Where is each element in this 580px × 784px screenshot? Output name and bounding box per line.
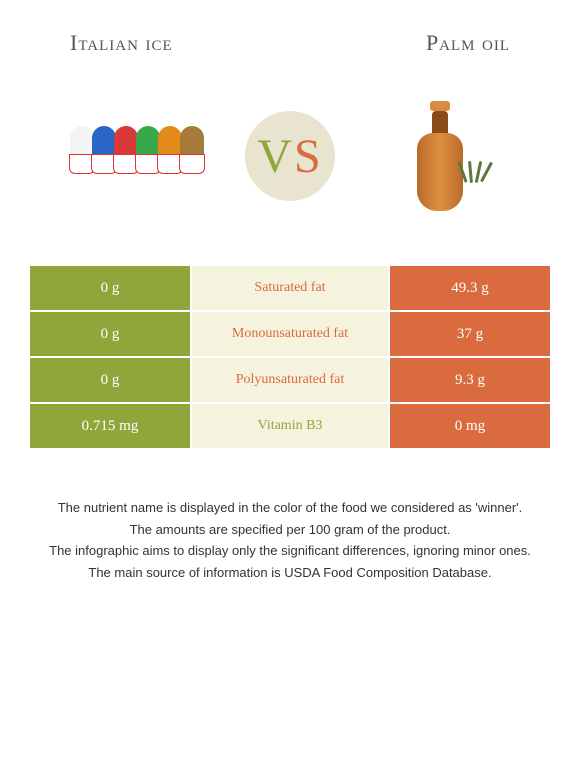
palm-oil-icon <box>350 101 530 211</box>
right-title: Palm oil <box>426 30 510 56</box>
left-value: 0 g <box>30 312 190 356</box>
italian-ice-icon <box>50 126 230 186</box>
ice-cream-cone-icon <box>178 126 206 186</box>
left-value: 0 g <box>30 358 190 402</box>
nutrient-label: Saturated fat <box>192 266 388 310</box>
right-value: 0 mg <box>390 404 550 448</box>
nutrient-label: Polyunsaturated fat <box>192 358 388 402</box>
footnote-line: The infographic aims to display only the… <box>40 541 540 561</box>
footnotes: The nutrient name is displayed in the co… <box>30 478 550 582</box>
left-value: 0 g <box>30 266 190 310</box>
right-value: 49.3 g <box>390 266 550 310</box>
nutrient-label: Vitamin B3 <box>192 404 388 448</box>
nutrient-label: Monounsaturated fat <box>192 312 388 356</box>
table-row: 0 gMonounsaturated fat37 g <box>30 312 550 356</box>
table-row: 0 gSaturated fat49.3 g <box>30 266 550 310</box>
images-row: VS <box>30 76 550 256</box>
right-value: 9.3 g <box>390 358 550 402</box>
footnote-line: The amounts are specified per 100 gram o… <box>40 520 540 540</box>
right-value: 37 g <box>390 312 550 356</box>
table-row: 0.715 mgVitamin B30 mg <box>30 404 550 448</box>
table-row: 0 gPolyunsaturated fat9.3 g <box>30 358 550 402</box>
left-value: 0.715 mg <box>30 404 190 448</box>
left-title: Italian ice <box>70 30 173 56</box>
vs-s: S <box>294 129 323 184</box>
header: Italian ice Palm oil <box>30 20 550 76</box>
vs-v: V <box>257 129 294 184</box>
nutrient-table: 0 gSaturated fat49.3 g0 gMonounsaturated… <box>30 266 550 448</box>
footnote-line: The nutrient name is displayed in the co… <box>40 498 540 518</box>
vs-badge: VS <box>245 111 335 201</box>
footnote-line: The main source of information is USDA F… <box>40 563 540 583</box>
